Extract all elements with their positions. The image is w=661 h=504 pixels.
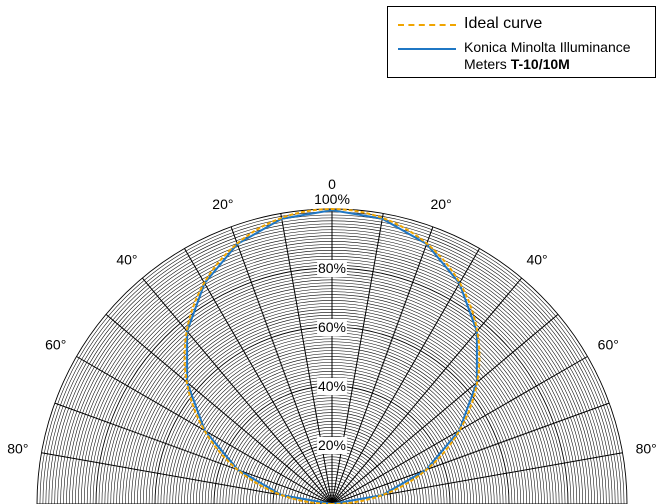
grid-spoke: [184, 248, 333, 504]
grid-spoke: [331, 277, 523, 504]
grid-spoke: [331, 402, 610, 504]
radial-tick-bg: [317, 437, 347, 454]
grid-spoke: [230, 226, 333, 504]
legend: Ideal curve Konica Minolta Illuminance M…: [387, 6, 656, 78]
angle-label-right: 20°: [431, 196, 452, 212]
grid-spoke: [331, 313, 559, 504]
radial-tick-label: 20%: [318, 437, 346, 453]
radial-tick-label: 80%: [318, 260, 346, 276]
grid-spoke: [141, 277, 333, 504]
radial-tick-bg: [317, 319, 347, 336]
legend-label-meter-text: Konica Minolta Illuminance Meters: [464, 39, 631, 72]
angle-label-left: 40°: [116, 252, 137, 268]
radial-tick-bg: [317, 260, 347, 277]
grid-spoke: [54, 402, 333, 504]
legend-entry-meter: Konica Minolta Illuminance Meters T-10/1…: [398, 39, 654, 73]
grid-spoke: [331, 248, 480, 504]
radial-tick-bg: [317, 378, 347, 395]
grid-spoke: [105, 313, 333, 504]
series-layer: [183, 207, 481, 504]
legend-swatch-ideal: [398, 24, 456, 26]
radial-tick-label: 60%: [318, 319, 346, 335]
legend-label-meter-model: T-10/10M: [510, 56, 570, 72]
grid-spoke: [331, 226, 434, 504]
axis-labels: 20% 40% 60% 80% 100%0 20° 20° 40° 40° 60° 60° 80° 80…: [7, 176, 656, 457]
series-ideal-curve: [183, 207, 481, 504]
angle-label-left: 80°: [7, 441, 28, 457]
zero-angle-label: 0: [328, 176, 336, 192]
angle-label-left: 20°: [212, 196, 233, 212]
radial-tick-label: 40%: [318, 378, 346, 394]
angle-label-right: 40°: [526, 252, 547, 268]
radial-tick-label: 100%: [314, 191, 350, 207]
grid-spoke: [280, 213, 333, 504]
angle-label-right: 60°: [598, 337, 619, 353]
legend-swatch-meter: [398, 48, 456, 50]
grid-spoke: [331, 213, 384, 504]
legend-label-ideal: Ideal curve: [464, 15, 543, 32]
angle-label-right: 80°: [636, 441, 657, 457]
legend-label-meter: Konica Minolta Illuminance Meters T-10/1…: [464, 39, 654, 73]
angle-label-left: 60°: [45, 337, 66, 353]
polar-grid: [36, 208, 628, 504]
legend-entry-ideal: Ideal curve: [398, 15, 542, 33]
